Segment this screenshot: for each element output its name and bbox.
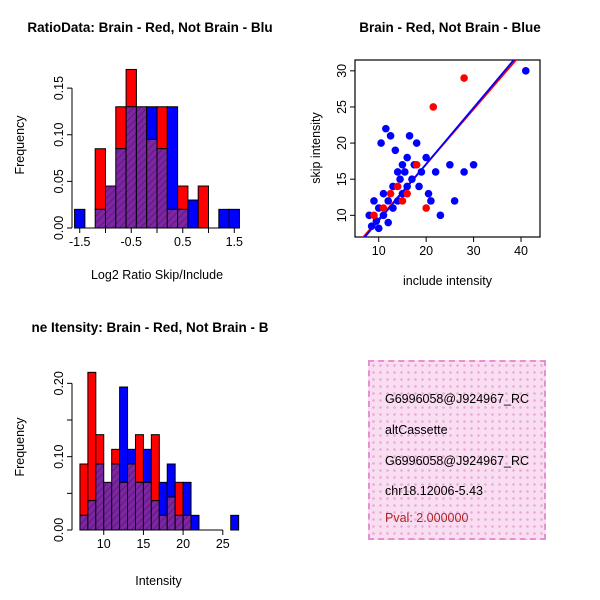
info-line-probe-id-2: G6996058@J924967_RC bbox=[385, 454, 530, 468]
info-box: G6996058@J924967_RC altCassette G6996058… bbox=[368, 360, 546, 540]
svg-text:0.00: 0.00 bbox=[52, 518, 66, 542]
svg-text:25: 25 bbox=[216, 537, 230, 551]
ratio-histogram-ylabel: Frequency bbox=[13, 115, 27, 175]
svg-text:20: 20 bbox=[335, 136, 349, 150]
svg-text:30: 30 bbox=[335, 64, 349, 78]
svg-text:10: 10 bbox=[372, 244, 386, 258]
svg-text:20: 20 bbox=[419, 244, 433, 258]
svg-text:15: 15 bbox=[335, 172, 349, 186]
info-line-event-type: altCassette bbox=[385, 423, 448, 437]
svg-text:20: 20 bbox=[176, 537, 190, 551]
ratio-histogram-title: RatioData: Brain - Red, Not Brain - Blu bbox=[27, 20, 273, 35]
panel-gene-intensity-histogram: 10 15 20 25 0.00 0.10 0.20 ne Itensity: Brain … bbox=[0, 300, 300, 600]
svg-text:0.15: 0.15 bbox=[52, 76, 66, 100]
scatter-title: Brain - Red, Not Brain - Blue bbox=[359, 20, 541, 35]
svg-text:-0.5: -0.5 bbox=[120, 235, 142, 249]
intensity-histogram-canvas: 10 15 20 25 0.00 0.10 0.20 bbox=[52, 371, 240, 551]
svg-text:1.5: 1.5 bbox=[226, 235, 243, 249]
scatter-xlabel: include intensity bbox=[403, 274, 492, 288]
panel-intensity-scatter: 10 20 30 40 10 15 20 25 30 Brain - Red, Not Brai… bbox=[300, 0, 600, 300]
ratio-histogram-xlabel: Log2 Ratio Skip/Include bbox=[90, 268, 224, 282]
svg-text:40: 40 bbox=[514, 244, 528, 258]
svg-text:10: 10 bbox=[335, 208, 349, 222]
svg-text:0.5: 0.5 bbox=[174, 235, 191, 249]
svg-text:0.20: 0.20 bbox=[52, 371, 66, 395]
svg-text:0.10: 0.10 bbox=[52, 123, 66, 147]
svg-text:10: 10 bbox=[97, 537, 111, 551]
info-line-locus: chr18.12006-5.43 bbox=[385, 484, 483, 498]
scatter-ylabel: skip intensity bbox=[309, 112, 323, 184]
svg-text:15: 15 bbox=[136, 537, 150, 551]
svg-text:30: 30 bbox=[467, 244, 481, 258]
svg-text:0.00: 0.00 bbox=[52, 216, 66, 240]
panel-ratio-histogram: -1.5 -0.5 0.5 1.5 0.00 0.05 0.10 0.15 RatioData… bbox=[0, 0, 300, 300]
scatter-plot-canvas: 10 20 30 40 10 15 20 25 30 bbox=[335, 59, 541, 258]
panel-gene-info: G6996058@J924967_RC altCassette G6996058… bbox=[300, 300, 600, 600]
intensity-histogram-xlabel: Intensity bbox=[135, 574, 182, 588]
svg-text:0.05: 0.05 bbox=[52, 169, 66, 193]
ratio-histogram-canvas: -1.5 -0.5 0.5 1.5 0.00 0.05 0.10 0.15 bbox=[52, 68, 243, 249]
intensity-histogram-title: ne Itensity: Brain - Red, Not Brain - B bbox=[31, 320, 269, 335]
svg-text:25: 25 bbox=[335, 100, 349, 114]
svg-text:0.10: 0.10 bbox=[52, 444, 66, 468]
info-line-pval: Pval: 2.000000 bbox=[385, 511, 469, 525]
intensity-histogram-ylabel: Frequency bbox=[13, 417, 27, 477]
svg-text:-1.5: -1.5 bbox=[69, 235, 91, 249]
info-line-probe-id-1: G6996058@J924967_RC bbox=[385, 392, 530, 406]
